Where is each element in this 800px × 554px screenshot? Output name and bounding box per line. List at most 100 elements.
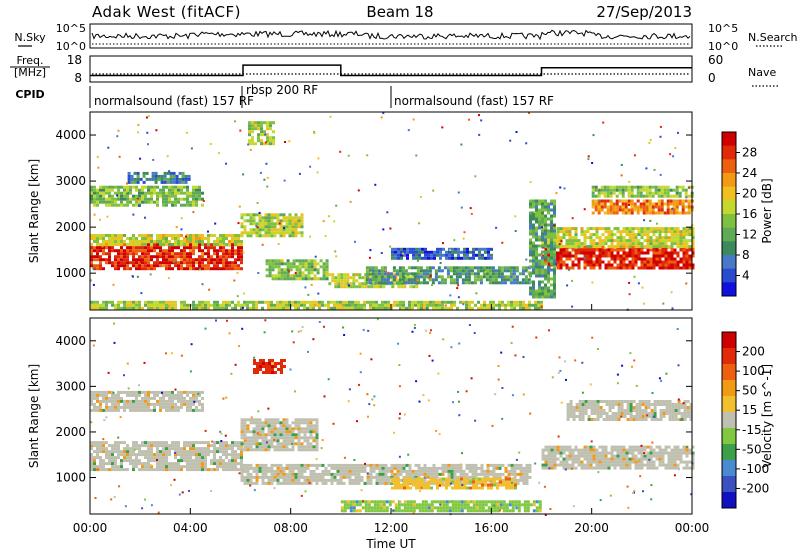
power-band-9 bbox=[391, 247, 493, 260]
colorbar-tick-label: 24 bbox=[742, 166, 757, 180]
nsearch-tick-bottom: 10^0 bbox=[708, 40, 738, 53]
colorbar-tick-label: 50 bbox=[742, 384, 757, 398]
power-band-16 bbox=[529, 199, 556, 299]
velocity-band-2 bbox=[90, 390, 204, 412]
power-band-10 bbox=[90, 300, 543, 310]
velocity-colorbar-label: Velocity [m s^-1] bbox=[760, 364, 774, 468]
colorbar-swatch bbox=[722, 460, 736, 477]
y-tick-label: 4000 bbox=[55, 334, 86, 348]
colorbar-tick-label: 200 bbox=[742, 345, 765, 359]
station-title: Adak West (fitACF) bbox=[92, 3, 241, 21]
y-tick-label: 2000 bbox=[55, 220, 86, 234]
power-band-8 bbox=[365, 266, 531, 285]
power-colorbar-label: Power [dB] bbox=[760, 178, 774, 243]
power-speckle bbox=[90, 112, 694, 311]
freq-label-line2: [MHz] bbox=[14, 66, 46, 79]
colorbar-tick-label: 8 bbox=[742, 248, 750, 262]
nsky-frame bbox=[89, 23, 693, 49]
velocity-speckle bbox=[90, 318, 694, 516]
x-tick-label: 04:00 bbox=[173, 521, 208, 535]
velocity-band-7 bbox=[566, 400, 693, 421]
velocity-band-6 bbox=[541, 445, 695, 470]
nsky-tick-bottom: 10^0 bbox=[56, 40, 86, 53]
freq-label-line1: Freq. bbox=[16, 54, 43, 67]
colorbar-swatch bbox=[722, 186, 736, 201]
velocity-band-8 bbox=[253, 359, 286, 374]
y-tick-label: 1000 bbox=[55, 471, 86, 485]
cpid-segment-3: normalsound (fast) 157 RF bbox=[394, 94, 554, 108]
velocity-band-9 bbox=[340, 500, 542, 513]
y-tick-label: 2000 bbox=[55, 425, 86, 439]
colorbar-tick-label: 28 bbox=[742, 146, 757, 160]
velocity-heatmap bbox=[90, 318, 695, 516]
colorbar-swatch bbox=[722, 282, 736, 297]
freq-step-trace bbox=[90, 64, 692, 77]
x-axis-label: Time UT bbox=[365, 537, 416, 551]
colorbar-tick-label: -100 bbox=[742, 462, 769, 476]
colorbar-swatch bbox=[722, 173, 736, 188]
colorbar-swatch bbox=[722, 380, 736, 397]
x-tick-label: 12:00 bbox=[374, 521, 409, 535]
colorbar-swatch bbox=[722, 159, 736, 174]
cpid-row: CPID normalsound (fast) 157 RF rbsp 200 … bbox=[15, 83, 554, 108]
power-band-15 bbox=[248, 121, 275, 146]
velocity-colorbar: -200 -100 -50 -15 15 50 100 200 bbox=[721, 331, 769, 509]
freq-frame bbox=[89, 55, 693, 83]
cpid-segment-2: rbsp 200 RF bbox=[246, 83, 318, 97]
colorbar-tick-label: -15 bbox=[742, 423, 762, 437]
nsky-trace bbox=[91, 29, 691, 45]
colorbar-swatch bbox=[722, 200, 736, 215]
nave-tick-top: 60 bbox=[708, 53, 723, 67]
x-tick-label: 16:00 bbox=[474, 521, 509, 535]
freq-tick-bottom: 8 bbox=[74, 71, 82, 85]
beam-title: Beam 18 bbox=[366, 3, 433, 21]
cpid-label: CPID bbox=[15, 88, 44, 101]
colorbar-tick-label: -50 bbox=[742, 442, 762, 456]
nave-label: Nave bbox=[748, 66, 776, 79]
colorbar-swatch bbox=[722, 348, 736, 365]
colorbar-tick-label: 12 bbox=[742, 228, 757, 242]
velocity-y-axis-label: Slant Range [km] bbox=[27, 364, 41, 468]
velocity-panel: 1000 2000 3000 4000 00:00 04:00 08:00 12:00 16:… bbox=[27, 317, 774, 551]
y-tick-label: 1000 bbox=[55, 266, 86, 280]
y-tick-label: 3000 bbox=[55, 379, 86, 393]
velocity-band-3 bbox=[240, 418, 319, 452]
freq-tick-top: 18 bbox=[67, 53, 82, 67]
power-colorbar: 4 8 12 16 20 24 28 bbox=[721, 131, 757, 297]
colorbar-swatch bbox=[722, 396, 736, 413]
colorbar-tick-label: 15 bbox=[742, 403, 757, 417]
y-tick-label: 4000 bbox=[55, 128, 86, 142]
colorbar-tick-label: 100 bbox=[742, 364, 765, 378]
colorbar-swatch bbox=[722, 492, 736, 509]
power-band-11 bbox=[541, 245, 695, 270]
colorbar-swatch bbox=[722, 268, 736, 283]
power-y-ticks: 1000 2000 3000 4000 bbox=[55, 128, 692, 280]
cpid-segment-1: normalsound (fast) 157 RF bbox=[94, 94, 254, 108]
power-band-1 bbox=[90, 243, 243, 271]
colorbar-swatch bbox=[722, 132, 736, 147]
freq-panel: Freq. [MHz] 18 8 60 0 Nave bbox=[10, 53, 780, 87]
colorbar-tick-label: 4 bbox=[742, 269, 750, 283]
velocity-band-4 bbox=[240, 463, 532, 485]
colorbar-swatch bbox=[722, 364, 736, 381]
power-band-3 bbox=[90, 185, 204, 207]
power-band-14 bbox=[591, 185, 694, 198]
colorbar-swatch bbox=[722, 412, 736, 429]
velocity-band-1 bbox=[90, 441, 243, 472]
x-tick-label: 08:00 bbox=[273, 521, 308, 535]
colorbar-swatch bbox=[722, 255, 736, 270]
power-band-6 bbox=[265, 259, 329, 281]
x-tick-label: 00:00 bbox=[73, 521, 108, 535]
velocity-y-ticks: 1000 2000 3000 4000 bbox=[55, 334, 692, 485]
power-x-tickmarks bbox=[89, 304, 693, 310]
colorbar-swatch bbox=[722, 332, 736, 349]
y-tick-label: 3000 bbox=[55, 174, 86, 188]
colorbar-tick-label: 16 bbox=[742, 207, 757, 221]
colorbar-swatch bbox=[722, 428, 736, 445]
power-y-axis-label: Slant Range [km] bbox=[27, 159, 41, 263]
velocity-x-ticks: 00:00 04:00 08:00 12:00 16:00 20:00 00:00 bbox=[73, 508, 709, 535]
power-panel: 1000 2000 3000 4000 Slant Range [km] 4 8 12 16… bbox=[27, 111, 774, 311]
colorbar-swatch bbox=[722, 241, 736, 256]
power-band-2 bbox=[90, 234, 243, 246]
nsearch-label: N.Search bbox=[748, 31, 798, 44]
